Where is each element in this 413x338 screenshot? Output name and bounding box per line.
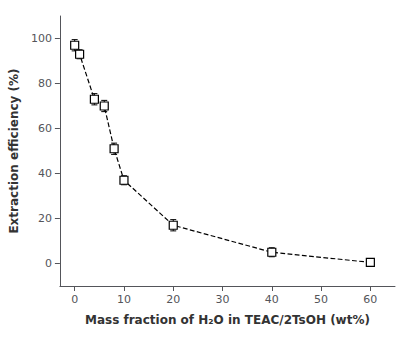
svg-text:20: 20: [166, 293, 180, 306]
svg-text:50: 50: [314, 293, 328, 306]
svg-text:40: 40: [38, 167, 52, 180]
svg-text:Mass fraction of H₂O in TEAC/2: Mass fraction of H₂O in TEAC/2TsOH (wt%): [85, 313, 370, 327]
svg-text:60: 60: [363, 293, 377, 306]
svg-text:60: 60: [38, 122, 52, 135]
svg-text:10: 10: [117, 293, 131, 306]
svg-text:30: 30: [216, 293, 230, 306]
svg-text:0: 0: [71, 293, 78, 306]
svg-text:Extraction efficiency (%): Extraction efficiency (%): [7, 68, 21, 233]
svg-text:100: 100: [31, 32, 52, 45]
svg-text:0: 0: [45, 257, 52, 270]
svg-text:80: 80: [38, 77, 52, 90]
svg-text:20: 20: [38, 212, 52, 225]
svg-text:40: 40: [265, 293, 279, 306]
